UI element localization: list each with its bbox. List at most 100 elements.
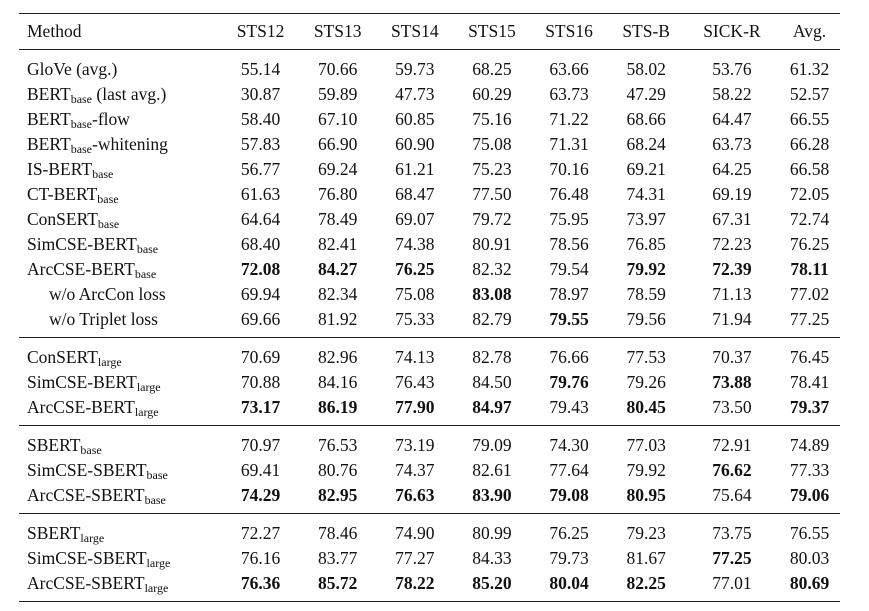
score-cell: 64.64	[240, 209, 281, 229]
score-cell: 72.39	[712, 259, 752, 279]
score-cell: 59.89	[317, 84, 358, 104]
score-cell: 60.85	[395, 109, 435, 129]
score-cell: 76.55	[789, 523, 830, 543]
table-row: BERTbase-flow 58.40 67.10 60.85 75.16 71.22 68…	[19, 107, 840, 132]
method-name: SBERTlarge	[19, 514, 222, 547]
score-cell: 69.41	[240, 460, 281, 480]
score-cell: 58.22	[712, 84, 752, 104]
method-base-name: SimCSE-BERT	[27, 234, 137, 254]
score-cell: 79.76	[549, 372, 589, 392]
score-cell: 73.75	[712, 523, 752, 543]
score-cell: 58.40	[240, 109, 281, 129]
score-cell: 79.92	[626, 259, 666, 279]
score-cell: 85.20	[472, 573, 512, 593]
score-cell: 81.92	[317, 309, 358, 329]
method-name: w/o Triplet loss	[19, 307, 222, 338]
method-subscript: large	[146, 556, 171, 570]
score-cell: 75.08	[395, 284, 435, 304]
column-header: STS12	[236, 21, 285, 41]
method-base-name: BERT	[27, 84, 71, 104]
score-cell: 66.55	[789, 109, 830, 129]
score-cell: 76.62	[712, 460, 752, 480]
score-cell: 75.33	[395, 309, 435, 329]
score-cell: 63.73	[549, 84, 589, 104]
score-cell: 84.50	[472, 372, 512, 392]
score-cell: 74.37	[395, 460, 435, 480]
column-header: STS13	[313, 21, 362, 41]
method-suffix: -flow	[92, 109, 130, 129]
method-name: ConSERTlarge	[19, 338, 222, 371]
score-cell: 82.32	[472, 259, 512, 279]
score-cell: 82.61	[472, 460, 512, 480]
table-row: ArcCSE-SBERTlarge 76.36 85.72 78.22 85.20 80.…	[19, 571, 840, 602]
method-base-name: IS-BERT	[27, 159, 93, 179]
table-row: BERTbase-whitening 57.83 66.90 60.90 75.08 71…	[19, 132, 840, 157]
table-row: w/o ArcCon loss 69.94 82.34 75.08 83.08 78.97…	[19, 282, 840, 307]
table-row: ArcCSE-BERTlarge 73.17 86.19 77.90 84.97 79.4…	[19, 395, 840, 426]
method-base-name: ConSERT	[27, 209, 98, 229]
method-name: ArcCSE-SBERTlarge	[19, 571, 222, 602]
score-cell: 85.72	[317, 573, 358, 593]
score-cell: 77.90	[395, 397, 435, 417]
table-row: SBERTlarge 72.27 78.46 74.90 80.99 76.25 79.23…	[19, 514, 840, 547]
score-cell: 76.25	[549, 523, 589, 543]
table-row: SimCSE-BERTlarge 70.88 84.16 76.43 84.50 79.7…	[19, 370, 840, 395]
score-cell: 86.19	[317, 397, 358, 417]
score-cell: 57.83	[240, 134, 281, 154]
table-header: Method STS12 STS13 STS14 STS15 STS16 STS-B SICK…	[19, 13, 840, 50]
method-name: SimCSE-BERTbase	[19, 232, 222, 257]
column-header: Method	[27, 21, 82, 41]
score-cell: 82.79	[472, 309, 512, 329]
score-cell: 70.16	[549, 159, 589, 179]
score-cell: 71.31	[549, 134, 589, 154]
method-subscript: base	[144, 493, 166, 507]
method-name: w/o ArcCon loss	[19, 282, 222, 307]
score-cell: 47.29	[626, 84, 666, 104]
score-cell: 76.63	[395, 485, 435, 505]
method-subscript: large	[80, 531, 105, 545]
score-cell: 83.77	[317, 548, 358, 568]
score-cell: 71.13	[712, 284, 752, 304]
score-cell: 69.24	[317, 159, 358, 179]
method-base-name: ConSERT	[27, 347, 98, 367]
score-cell: 68.47	[395, 184, 435, 204]
score-cell: 79.09	[472, 435, 512, 455]
method-subscript: large	[136, 380, 161, 394]
table-row: ConSERTlarge 70.69 82.96 74.13 82.78 76.66 77.…	[19, 338, 840, 371]
score-cell: 47.73	[395, 84, 435, 104]
score-cell: 56.77	[240, 159, 281, 179]
table-row: w/o Triplet loss 69.66 81.92 75.33 82.79 79.5…	[19, 307, 840, 338]
method-base-name: ArcCSE-SBERT	[27, 485, 145, 505]
method-base-name: SBERT	[27, 435, 81, 455]
score-cell: 30.87	[240, 84, 281, 104]
score-cell: 63.73	[712, 134, 752, 154]
score-cell: 79.06	[789, 485, 830, 505]
score-cell: 69.07	[395, 209, 435, 229]
table-row: SBERTbase 70.97 76.53 73.19 79.09 74.30 77.03 7…	[19, 426, 840, 459]
column-header: STS15	[468, 21, 516, 41]
score-cell: 59.73	[395, 59, 435, 79]
method-subscript: large	[97, 355, 122, 369]
header-row: Method STS12 STS13 STS14 STS15 STS16 STS-B SICK…	[19, 13, 840, 50]
score-cell: 68.66	[626, 109, 666, 129]
score-cell: 79.73	[549, 548, 589, 568]
score-cell: 77.01	[712, 573, 752, 593]
method-subscript: base	[92, 167, 114, 181]
score-cell: 80.95	[626, 485, 666, 505]
score-cell: 78.97	[549, 284, 589, 304]
score-cell: 82.34	[317, 284, 358, 304]
score-cell: 78.46	[317, 523, 358, 543]
score-cell: 68.40	[240, 234, 281, 254]
method-subscript: base	[134, 267, 157, 281]
score-cell: 77.25	[712, 548, 752, 568]
table-row: ArcCSE-BERTbase 72.08 84.27 76.25 82.32 79.54…	[19, 257, 840, 282]
score-cell: 74.29	[240, 485, 281, 505]
method-subscript: base	[136, 242, 159, 256]
score-cell: 82.78	[472, 347, 512, 367]
table-row: SimCSE-BERTbase 68.40 82.41 74.38 80.91 78.56…	[19, 232, 840, 257]
score-cell: 70.88	[240, 372, 281, 392]
method-name: ArcCSE-SBERTbase	[19, 483, 222, 514]
method-base-name: SimCSE-BERT	[27, 372, 137, 392]
score-cell: 80.03	[789, 548, 830, 568]
score-cell: 84.97	[472, 397, 512, 417]
